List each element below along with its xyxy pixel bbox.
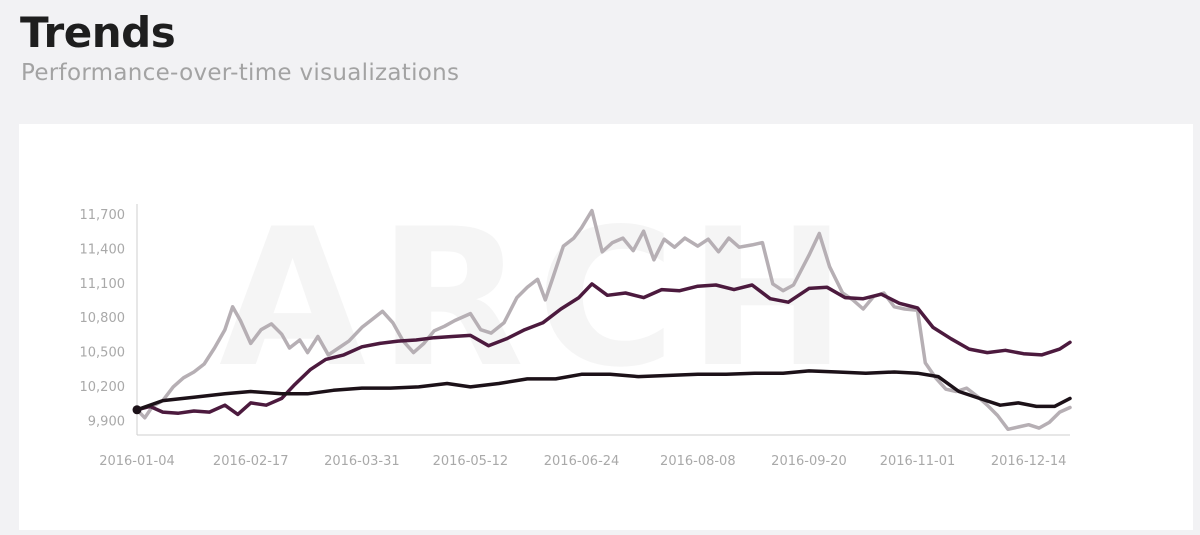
x-tick-label: 2016-12-14 <box>991 454 1067 469</box>
x-tick-label: 2016-08-08 <box>660 454 736 469</box>
x-tick-label: 2016-06-24 <box>544 454 620 469</box>
page-title: Trends <box>20 8 176 57</box>
x-tick-label: 2016-03-31 <box>324 454 400 469</box>
x-tick-label: 2016-09-20 <box>771 454 847 469</box>
x-tick-label: 2016-11-01 <box>880 454 956 469</box>
y-tick-label: 11,100 <box>80 277 126 292</box>
series-group <box>132 208 1072 432</box>
y-tick-label: 10,200 <box>80 380 126 395</box>
y-tick-label: 11,400 <box>80 243 126 258</box>
x-tick-label: 2016-02-17 <box>213 454 289 469</box>
page-subtitle: Performance-over-time visualizations <box>21 60 460 86</box>
series-start-point <box>132 405 142 415</box>
y-tick-label: 9,900 <box>88 414 125 429</box>
watermark: ARCH <box>219 188 859 409</box>
series-line-2 <box>135 282 1072 417</box>
chart-card: ARCH 9,900 10,200 10,500 10,800 11,100 11,400… <box>19 124 1193 530</box>
series-line-3 <box>135 369 1072 412</box>
y-tick-label: 10,800 <box>80 311 126 326</box>
y-tick-label: 10,500 <box>80 346 126 361</box>
trends-line-chart: ARCH 9,900 10,200 10,500 10,800 11,100 11,400… <box>80 188 1072 469</box>
x-tick-label: 2016-05-12 <box>433 454 509 469</box>
y-tick-label: 11,700 <box>80 208 126 223</box>
x-tick-label: 2016-01-04 <box>99 454 175 469</box>
axes: 9,900 10,200 10,500 10,800 11,100 11,400 11,70… <box>80 204 1070 469</box>
